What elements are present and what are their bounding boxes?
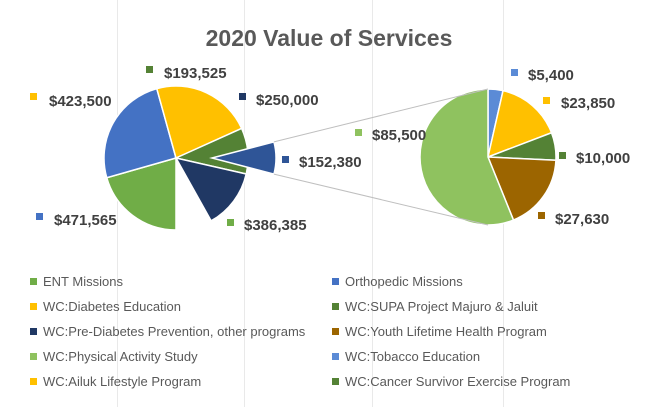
data-label-text: $5,400 bbox=[528, 67, 574, 84]
data-label: $27,630 bbox=[538, 211, 609, 228]
data-label-marker bbox=[36, 213, 43, 220]
connector-line bbox=[273, 88, 489, 143]
legend-swatch bbox=[332, 353, 339, 360]
data-label-text: $85,500 bbox=[372, 127, 426, 144]
legend-item: WC:Tobacco Education bbox=[332, 347, 634, 366]
legend-swatch bbox=[30, 278, 37, 285]
data-label: $85,500 bbox=[355, 127, 426, 144]
data-label: $5,400 bbox=[511, 67, 574, 84]
legend-label: WC:Pre-Diabetes Prevention, other progra… bbox=[43, 324, 306, 339]
pie-slice bbox=[105, 157, 177, 231]
data-label-marker bbox=[239, 93, 246, 100]
legend-label: ENT Missions bbox=[43, 274, 123, 289]
data-label-marker bbox=[227, 219, 234, 226]
data-label-marker bbox=[30, 93, 37, 100]
pie-slice bbox=[486, 156, 557, 222]
data-label: $23,850 bbox=[543, 95, 615, 112]
legend-label: WC:Tobacco Education bbox=[345, 349, 481, 364]
data-label-text: $27,630 bbox=[555, 211, 609, 228]
data-label: $471,565 bbox=[36, 212, 117, 229]
data-label-text: $23,850 bbox=[561, 95, 615, 112]
chart-title: 2020 Value of Services bbox=[206, 25, 453, 51]
data-label-text: $193,525 bbox=[164, 65, 227, 82]
legend-item: WC:Pre-Diabetes Prevention, other progra… bbox=[30, 322, 332, 341]
legend-item: WC:Cancer Survivor Exercise Program bbox=[332, 372, 634, 391]
legend-item: WC:Youth Lifetime Health Program bbox=[332, 322, 634, 341]
data-label-marker bbox=[146, 66, 153, 73]
legend-label: WC:Diabetes Education bbox=[43, 299, 182, 314]
pie-slice bbox=[174, 156, 248, 222]
data-label-marker bbox=[282, 156, 289, 163]
data-label-text: $10,000 bbox=[576, 150, 630, 167]
data-label: $386,385 bbox=[227, 217, 307, 234]
legend-swatch bbox=[332, 378, 339, 385]
chart-legend: ENT Missions Orthopedic Missions WC:Diabet… bbox=[30, 272, 640, 391]
data-label-text: $423,500 bbox=[49, 93, 112, 110]
gridline bbox=[117, 0, 118, 407]
legend-label: WC:Ailuk Lifestyle Program bbox=[43, 374, 202, 389]
pie-slice-exploded bbox=[209, 140, 277, 176]
legend-label: WC:Cancer Survivor Exercise Program bbox=[345, 374, 571, 389]
legend-swatch bbox=[332, 328, 339, 335]
data-label-text: $152,380 bbox=[299, 154, 362, 171]
data-label-text: $386,385 bbox=[244, 217, 307, 234]
legend-label: WC:Physical Activity Study bbox=[43, 349, 198, 364]
legend-item: Orthopedic Missions bbox=[332, 272, 634, 291]
legend-swatch bbox=[30, 303, 37, 310]
legend-swatch bbox=[332, 303, 339, 310]
data-label: $152,380 bbox=[282, 154, 362, 171]
legend-swatch bbox=[30, 328, 37, 335]
pie-slice bbox=[486, 89, 553, 159]
data-label-text: $471,565 bbox=[54, 212, 117, 229]
data-label: $193,525 bbox=[146, 65, 227, 82]
data-label-marker bbox=[538, 212, 545, 219]
data-label: $250,000 bbox=[239, 92, 319, 109]
legend-item: WC:Ailuk Lifestyle Program bbox=[30, 372, 332, 391]
data-label-marker bbox=[543, 97, 550, 104]
pie-slice bbox=[155, 85, 243, 160]
data-label: $423,500 bbox=[30, 93, 112, 110]
data-label-marker bbox=[511, 69, 518, 76]
data-label-marker bbox=[355, 129, 362, 136]
legend-swatch bbox=[30, 378, 37, 385]
data-label-text: $250,000 bbox=[256, 92, 319, 109]
legend-label: WC:SUPA Project Majuro & Jaluit bbox=[345, 299, 538, 314]
connector-line bbox=[273, 173, 489, 226]
legend-item: WC:SUPA Project Majuro & Jaluit bbox=[332, 297, 634, 316]
legend-swatch bbox=[30, 353, 37, 360]
legend-item: WC:Physical Activity Study bbox=[30, 347, 332, 366]
legend-label: Orthopedic Missions bbox=[345, 274, 463, 289]
gridline bbox=[244, 0, 245, 407]
gridline bbox=[372, 0, 373, 407]
data-label: $10,000 bbox=[559, 150, 630, 167]
pie-slice bbox=[103, 87, 177, 179]
legend-label: WC:Youth Lifetime Health Program bbox=[345, 324, 547, 339]
legend-item: ENT Missions bbox=[30, 272, 332, 291]
legend-item: WC:Diabetes Education bbox=[30, 297, 332, 316]
data-label-marker bbox=[559, 152, 566, 159]
legend-swatch bbox=[332, 278, 339, 285]
